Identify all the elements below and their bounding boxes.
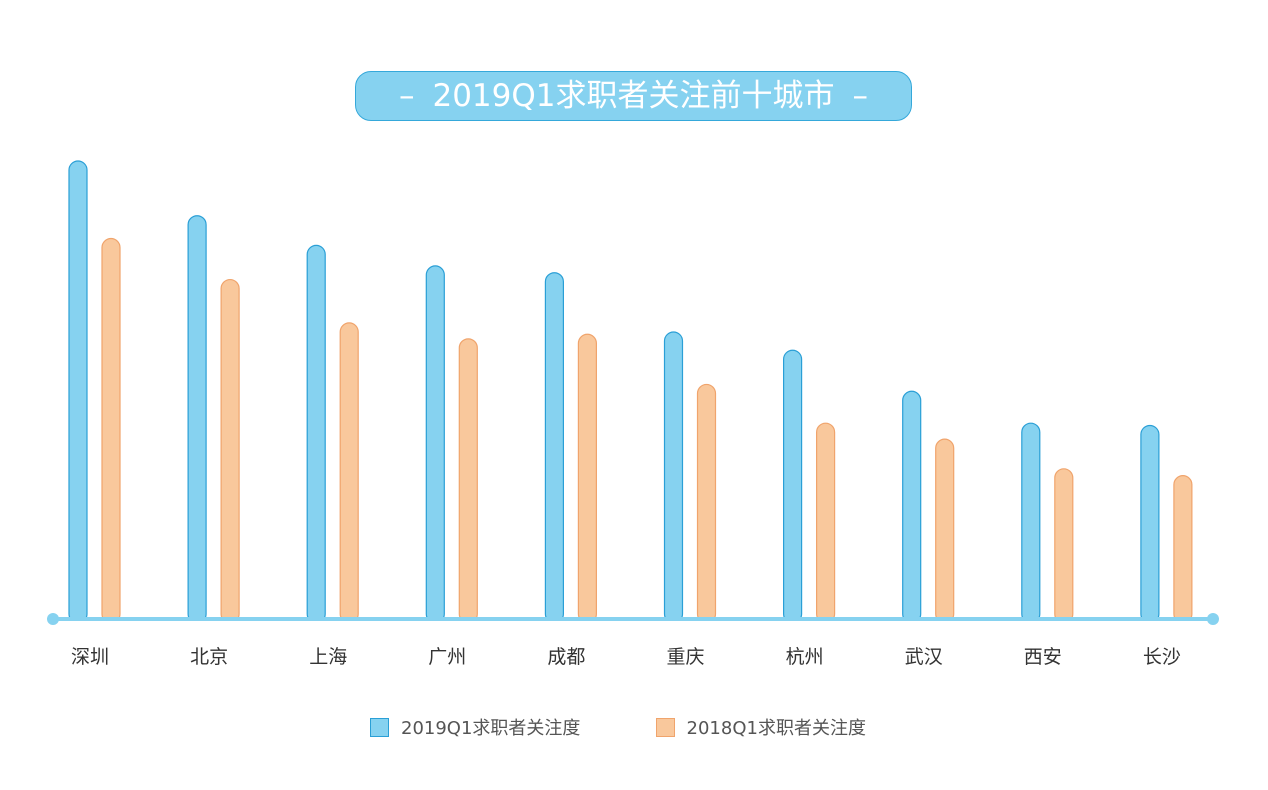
legend-item-2019: 2019Q1求职者关注度 — [370, 714, 580, 740]
bar-2019-9 — [1140, 424, 1160, 624]
x-tick-label: 西安 — [1024, 646, 1062, 668]
bar-2018-7 — [935, 438, 955, 624]
bar-2018-0 — [101, 237, 121, 624]
axis-mask — [0, 621, 1268, 631]
bar-2019-0 — [68, 160, 88, 624]
bar-2018-5 — [696, 383, 717, 624]
bars-layer — [0, 160, 1268, 631]
x-tick-label: 北京 — [190, 646, 228, 668]
x-tick-label: 成都 — [547, 646, 585, 668]
legend: 2019Q1求职者关注度 2018Q1求职者关注度 — [370, 714, 936, 740]
x-axis-right-dot — [1207, 613, 1219, 625]
bar-2019-8 — [1021, 422, 1041, 624]
bar-2018-9 — [1173, 475, 1193, 624]
title-dash-right: – — [852, 78, 869, 114]
bar-2019-6 — [782, 349, 803, 624]
bar-2018-4 — [577, 333, 598, 624]
bar-2019-7 — [902, 390, 922, 624]
x-tick-labels: 深圳 北京 上海 广州 成都 重庆 杭州 武汉 西安 长沙 — [71, 646, 1181, 668]
bar-2019-2 — [306, 244, 326, 624]
legend-item-2018: 2018Q1求职者关注度 — [655, 714, 866, 740]
bar-2018-2 — [339, 322, 359, 624]
x-tick-label: 长沙 — [1143, 646, 1181, 668]
legend-label-2019: 2019Q1求职者关注度 — [401, 718, 581, 739]
legend-label-2018: 2018Q1求职者关注度 — [686, 718, 866, 739]
bar-2019-5 — [663, 331, 684, 624]
bar-2019-3 — [425, 265, 445, 624]
bar-2018-3 — [458, 338, 478, 624]
x-tick-label: 重庆 — [666, 646, 704, 668]
bar-2018-1 — [220, 278, 240, 624]
x-axis-left-dot — [47, 613, 59, 625]
x-tick-label: 上海 — [309, 646, 347, 668]
chart-plot: 深圳 北京 上海 广州 成都 重庆 杭州 武汉 西安 长沙 — [0, 160, 1268, 668]
legend-swatch-2019 — [370, 717, 389, 737]
bar-2018-6 — [815, 422, 836, 624]
x-tick-label: 杭州 — [786, 646, 824, 668]
x-tick-label: 广州 — [428, 646, 466, 668]
title-dash-left: – — [398, 78, 415, 114]
x-tick-label: 武汉 — [905, 646, 943, 668]
bar-2019-4 — [544, 272, 565, 624]
x-tick-label: 深圳 — [71, 646, 109, 668]
chart-title-text: 2019Q1求职者关注前十城市 — [432, 78, 835, 114]
legend-swatch-2018 — [655, 717, 675, 737]
bar-2018-8 — [1054, 468, 1074, 624]
bar-2019-1 — [187, 215, 207, 624]
chart-title: –2019Q1求职者关注前十城市 – — [355, 71, 912, 121]
